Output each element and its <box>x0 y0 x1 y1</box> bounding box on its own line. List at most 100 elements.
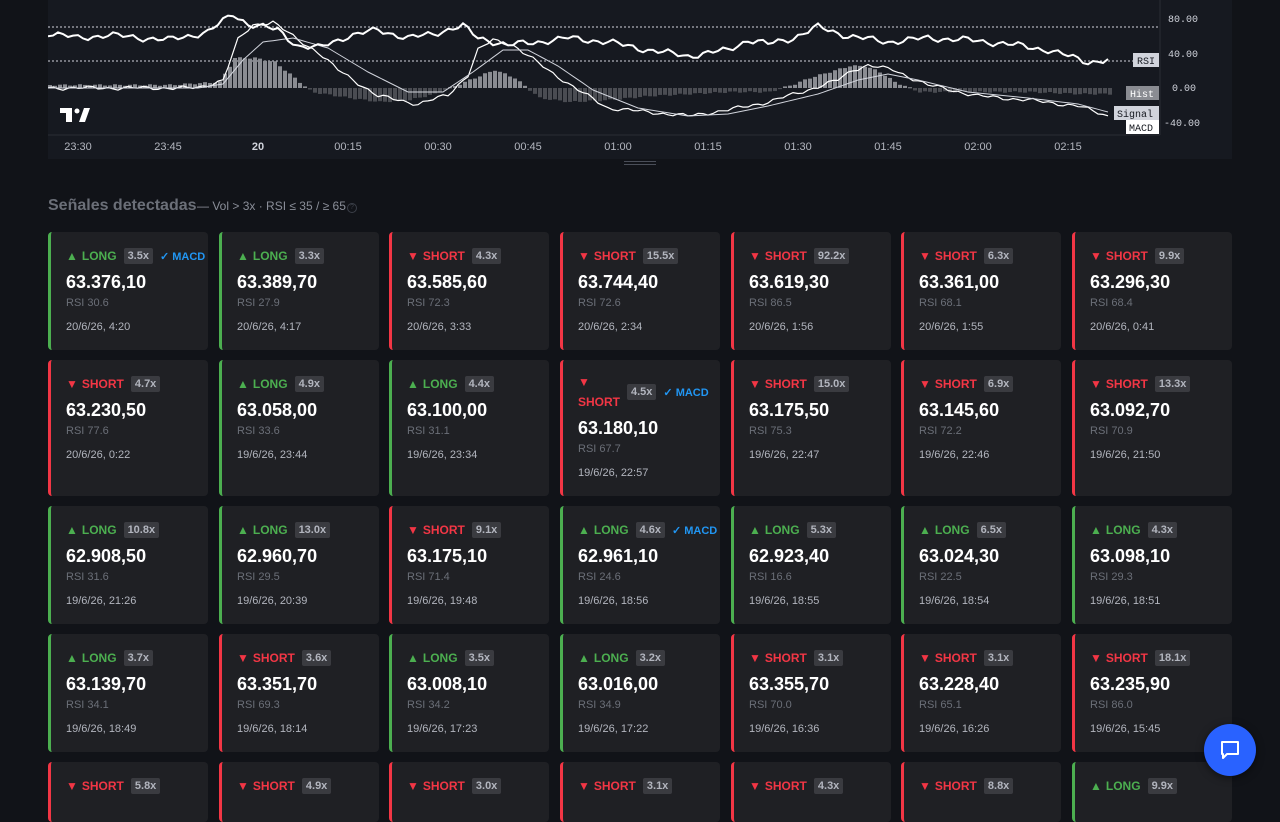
arrow-up-icon: ▲ <box>749 523 761 537</box>
volume-multiplier-badge: 4.9x <box>294 376 324 392</box>
indicator-chart[interactable]: 80.00 40.00 0.00 -40.00 RSI Hist Signal … <box>48 0 1232 159</box>
histogram-bar <box>628 88 632 98</box>
signal-card[interactable]: ▼ SHORT 9.1x 63.175,10 RSI 71.4 19/6/26, 19:4… <box>389 506 549 624</box>
signal-rsi: RSI 72.3 <box>407 297 450 309</box>
signal-card[interactable]: ▼ SHORT 4.9x <box>219 762 379 822</box>
signal-series-tag: Signal <box>1114 106 1159 121</box>
signal-card[interactable]: ▼ SHORT 3.6x 63.351,70 RSI 69.3 19/6/26, 18:1… <box>219 634 379 752</box>
signal-card[interactable]: ▼ SHORT 15.5x 63.744,40 RSI 72.6 20/6/26, 2:3… <box>560 232 720 350</box>
signal-card[interactable]: ▼ SHORT 4.3x <box>731 762 891 822</box>
signal-rsi: RSI 77.6 <box>66 425 109 437</box>
signal-card[interactable]: ▲ LONG 4.9x 63.058,00 RSI 33.6 19/6/26, 23:44 <box>219 360 379 496</box>
macd-line <box>48 20 1109 117</box>
signal-card[interactable]: ▲ LONG 3.7x 63.139,70 RSI 34.1 19/6/26, 18:49 <box>48 634 208 752</box>
histogram-bar <box>703 88 707 94</box>
signal-price: 63.228,40 <box>919 674 1000 694</box>
direction-text: SHORT <box>593 779 636 793</box>
direction-label: ▲ LONG <box>237 377 288 391</box>
signal-price: 63.585,60 <box>407 272 488 292</box>
histogram-bar <box>933 88 937 93</box>
histogram-bar <box>733 88 737 92</box>
signal-card[interactable]: ▲ LONG 5.3x 62.923,40 RSI 16.6 19/6/26, 18:55 <box>731 506 891 624</box>
signal-card[interactable]: ▲ LONG 6.5x 63.024,30 RSI 22.5 19/6/26, 18:54 <box>901 506 1061 624</box>
signal-timestamp: 19/6/26, 18:14 <box>237 723 308 735</box>
pane-resize-handle[interactable] <box>624 159 656 167</box>
signal-rsi: RSI 29.5 <box>237 571 280 583</box>
signal-card[interactable]: ▼ SHORT 3.1x 63.228,40 RSI 65.1 19/6/26, 16:2… <box>901 634 1061 752</box>
signal-card[interactable]: ▼ SHORT 4.5x ✓ MACD 63.180,10 RSI 67.7 19/6/26… <box>560 360 720 496</box>
volume-multiplier-badge: 3.3x <box>294 248 324 264</box>
info-icon[interactable]: ? <box>347 203 357 213</box>
signal-card[interactable]: ▲ LONG 3.2x 63.016,00 RSI 34.9 19/6/26, 17:22 <box>560 634 720 752</box>
signal-card[interactable]: ▲ LONG 3.5x 63.008,10 RSI 34.2 19/6/26, 17:23 <box>389 634 549 752</box>
signal-card[interactable]: ▼ SHORT 4.7x 63.230,50 RSI 77.6 20/6/26, 0:22 <box>48 360 208 496</box>
histogram-bar <box>498 71 502 88</box>
chat-button[interactable] <box>1204 724 1256 776</box>
volume-multiplier-badge: 9.1x <box>471 522 502 538</box>
histogram-bar <box>443 88 447 91</box>
histogram-bar <box>898 84 902 88</box>
signal-card[interactable]: ▼ SHORT 5.8x <box>48 762 208 822</box>
arrow-down-icon: ▼ <box>919 377 931 391</box>
signal-header: ▲ LONG 4.6x ✓ MACD <box>578 521 717 539</box>
signal-card[interactable]: ▼ SHORT 15.0x 63.175,50 RSI 75.3 19/6/26, 22:… <box>731 360 891 496</box>
histogram-bar <box>878 72 882 88</box>
signal-card[interactable]: ▼ SHORT 3.1x 63.355,70 RSI 70.0 19/6/26, 16:3… <box>731 634 891 752</box>
histogram-bar <box>673 88 677 95</box>
histogram-bar <box>843 68 847 88</box>
histogram-bar <box>183 83 187 88</box>
histogram-bar <box>978 88 982 92</box>
histogram-bar <box>398 88 402 101</box>
histogram-bar <box>583 88 587 102</box>
histogram-bar <box>173 85 177 88</box>
histogram-bar <box>968 88 972 93</box>
histogram-bar <box>358 88 362 99</box>
histogram-bar <box>363 88 367 100</box>
histogram-bar <box>678 88 682 94</box>
histogram-bar <box>83 84 87 88</box>
signal-card[interactable]: ▲ LONG 9.9x <box>1072 762 1232 822</box>
histogram-bar <box>698 88 702 94</box>
signal-card[interactable]: ▼ SHORT 92.2x 63.619,30 RSI 86.5 20/6/26, 1:5… <box>731 232 891 350</box>
signal-timestamp: 19/6/26, 18:55 <box>749 595 820 607</box>
volume-multiplier-badge: 4.9x <box>301 778 332 794</box>
signal-header: ▼ SHORT 13.3x <box>1090 375 1191 393</box>
signals-grid: ▲ LONG 3.5x ✓ MACD 63.376,10 RSI 30.6 20/6/26,… <box>48 232 1232 822</box>
histogram-bar <box>828 72 832 88</box>
histogram-bar <box>648 88 652 97</box>
histogram-bar <box>668 88 672 96</box>
histogram-bar <box>818 74 822 88</box>
signal-card[interactable]: ▲ LONG 3.5x ✓ MACD 63.376,10 RSI 30.6 20/6/26,… <box>48 232 208 350</box>
signal-header: ▼ SHORT 3.0x <box>407 777 502 795</box>
signal-card[interactable]: ▲ LONG 13.0x 62.960,70 RSI 29.5 19/6/26, 20:3… <box>219 506 379 624</box>
signal-card[interactable]: ▼ SHORT 3.0x <box>389 762 549 822</box>
arrow-down-icon: ▼ <box>66 779 78 793</box>
histogram-bar <box>103 85 107 88</box>
signal-card[interactable]: ▼ SHORT 9.9x 63.296,30 RSI 68.4 20/6/26, 0:41 <box>1072 232 1232 350</box>
signal-card[interactable]: ▲ LONG 4.6x ✓ MACD 62.961,10 RSI 24.6 19/6/26,… <box>560 506 720 624</box>
signal-card[interactable]: ▲ LONG 4.4x 63.100,00 RSI 31.1 19/6/26, 23:34 <box>389 360 549 496</box>
signal-card[interactable]: ▼ SHORT 18.1x 63.235,90 RSI 86.0 19/6/26, 15:… <box>1072 634 1232 752</box>
histogram-bar <box>393 88 397 101</box>
histogram-bar <box>853 65 857 88</box>
histogram-bar <box>293 77 297 88</box>
signal-timestamp: 19/6/26, 18:51 <box>1090 595 1161 607</box>
signal-card[interactable]: ▼ SHORT 13.3x 63.092,70 RSI 70.9 19/6/26, 21:… <box>1072 360 1232 496</box>
signal-card[interactable]: ▼ SHORT 6.3x 63.361,00 RSI 68.1 20/6/26, 1:55 <box>901 232 1061 350</box>
indicator-chart-panel[interactable]: 80.00 40.00 0.00 -40.00 RSI Hist Signal … <box>48 0 1232 159</box>
volume-multiplier-badge: 4.6x <box>635 522 665 538</box>
direction-text: SHORT <box>1105 377 1148 391</box>
signal-price: 63.098,10 <box>1090 546 1171 566</box>
signal-card[interactable]: ▼ SHORT 8.8x <box>901 762 1061 822</box>
signal-card[interactable]: ▲ LONG 10.8x 62.908,50 RSI 31.6 19/6/26, 21:2… <box>48 506 208 624</box>
signal-card[interactable]: ▼ SHORT 6.9x 63.145,60 RSI 72.2 19/6/26, 22:4… <box>901 360 1061 496</box>
signal-rsi: RSI 70.9 <box>1090 425 1133 437</box>
histogram-bar <box>918 88 922 93</box>
signal-card[interactable]: ▲ LONG 3.3x 63.389,70 RSI 27.9 20/6/26, 4:17 <box>219 232 379 350</box>
signal-card[interactable]: ▼ SHORT 3.1x <box>560 762 720 822</box>
histogram-bar <box>588 88 592 101</box>
signal-card[interactable]: ▲ LONG 4.3x 63.098,10 RSI 29.3 19/6/26, 18:51 <box>1072 506 1232 624</box>
signal-header: ▲ LONG 3.5x <box>407 649 494 667</box>
signal-card[interactable]: ▼ SHORT 4.3x 63.585,60 RSI 72.3 20/6/26, 3:33 <box>389 232 549 350</box>
tradingview-logo-icon[interactable] <box>60 108 90 122</box>
